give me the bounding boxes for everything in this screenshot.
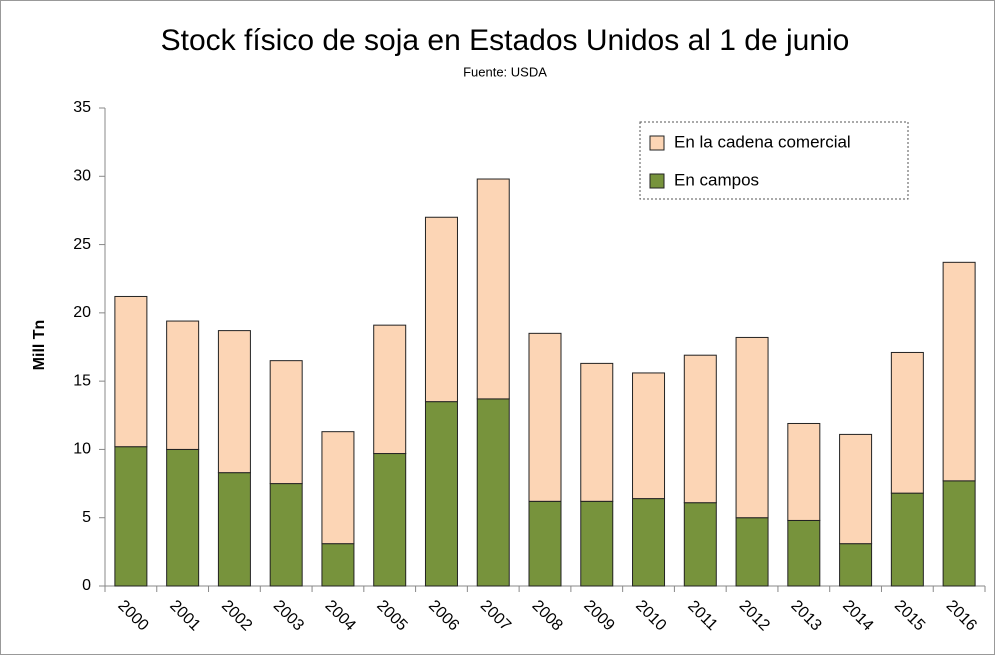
chart-subtitle: Fuente: USDA <box>463 64 547 79</box>
bar-segment <box>373 453 407 587</box>
bar-segment <box>528 500 562 587</box>
bar-segment <box>839 433 873 545</box>
bar-segment <box>114 446 148 587</box>
bar-segment <box>839 543 873 587</box>
y-tick-label: 15 <box>73 372 91 389</box>
legend-label: En la cadena comercial <box>674 132 851 151</box>
bar-segment <box>683 354 717 504</box>
bar-segment <box>735 517 769 587</box>
bar-segment <box>114 295 148 448</box>
y-tick-label: 35 <box>73 99 91 116</box>
bar-segment <box>476 398 510 587</box>
bar-segment <box>217 330 251 474</box>
bar-segment <box>321 543 355 587</box>
legend-box <box>639 121 909 200</box>
bar-segment <box>528 332 562 502</box>
y-tick-label: 30 <box>73 168 91 185</box>
bar-segment <box>269 360 303 485</box>
bar-segment <box>217 472 251 587</box>
bar-segment <box>424 401 458 587</box>
bar-segment <box>321 431 355 545</box>
bar-segment <box>942 261 976 482</box>
y-tick-label: 10 <box>73 441 91 458</box>
bar-segment <box>373 324 407 455</box>
legend-label: En campos <box>674 170 759 189</box>
y-tick-label: 5 <box>82 509 91 526</box>
bar-segment <box>580 362 614 502</box>
bar-segment <box>787 422 821 521</box>
y-tick-label: 0 <box>82 577 91 594</box>
y-axis-label: Mill Tn <box>31 320 48 371</box>
bar-segment <box>683 502 717 587</box>
bar-segment <box>735 336 769 519</box>
bar-segment <box>166 448 200 587</box>
bar-segment <box>580 500 614 587</box>
legend-swatch <box>649 173 665 189</box>
bar-segment <box>269 483 303 587</box>
bar-segment <box>942 480 976 587</box>
y-tick-label: 20 <box>73 304 91 321</box>
chart-title: Stock físico de soja en Estados Unidos a… <box>161 24 850 57</box>
bar-segment <box>890 492 924 587</box>
bar-segment <box>166 320 200 450</box>
bar-segment <box>787 519 821 587</box>
legend-swatch <box>649 135 665 151</box>
bar-segment <box>632 372 666 500</box>
bar-segment <box>632 498 666 587</box>
bar-segment <box>890 351 924 494</box>
bar-segment <box>424 216 458 403</box>
y-tick-label: 25 <box>73 236 91 253</box>
bar-segment <box>476 178 510 400</box>
